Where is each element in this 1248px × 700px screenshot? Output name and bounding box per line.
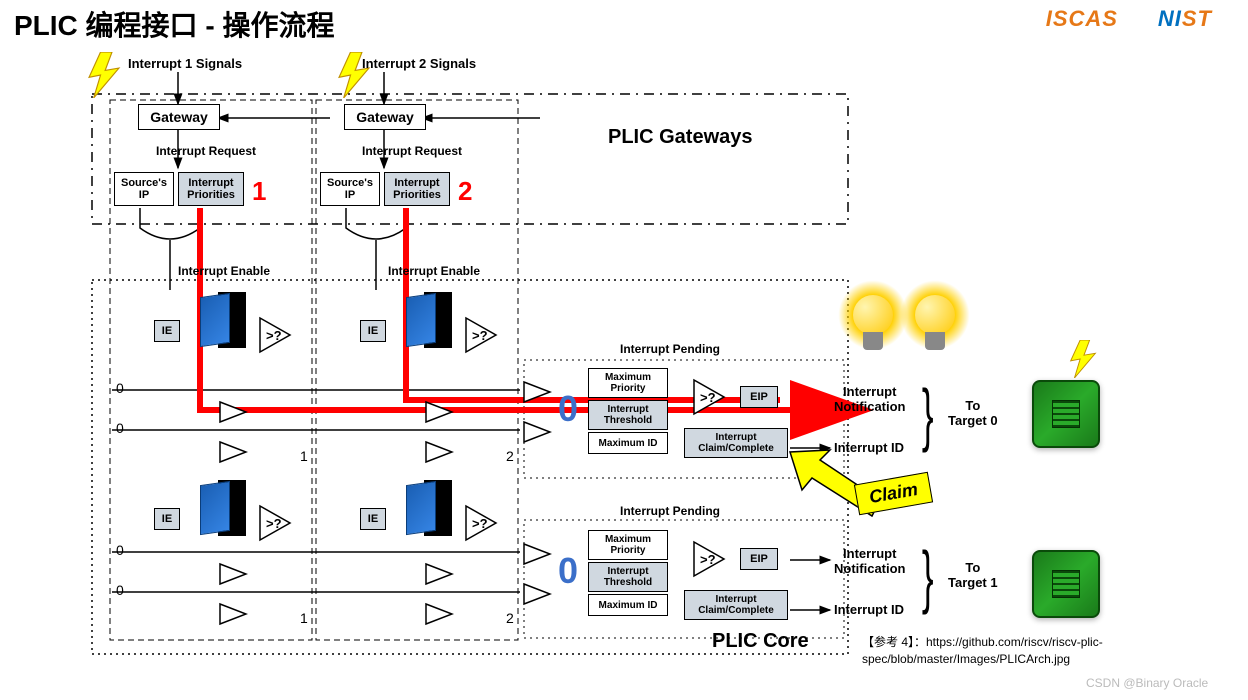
comparator-out-1: >? (692, 540, 726, 578)
bulb-icon (848, 290, 898, 360)
mux-icon (522, 580, 552, 610)
annotation-zero-1: 0 (558, 550, 578, 592)
annotation-2: 2 (458, 176, 472, 207)
mux-icon (218, 600, 248, 630)
ie-box-1a: IE (154, 320, 180, 342)
svg-text:>?: >? (700, 390, 716, 405)
svg-text:>?: >? (472, 516, 488, 531)
svg-text:>?: >? (472, 328, 488, 343)
label-int-enable-1: Interrupt Enable (178, 264, 270, 278)
mux-icon (522, 378, 552, 408)
label-to-target-1: To Target 1 (948, 560, 998, 590)
max-priority-0: Maximum Priority (588, 368, 668, 398)
door-icon (406, 480, 452, 536)
door-icon (406, 292, 452, 348)
gateway-1: Gateway (138, 104, 220, 130)
lightning-icon (86, 52, 122, 98)
ie-box-2b: IE (360, 508, 386, 530)
comparator-2a: >? (464, 316, 498, 354)
chip-icon (1032, 550, 1100, 618)
logo-nist-part2: ST (1182, 6, 1212, 31)
logo-nist-part1: NI (1158, 6, 1182, 31)
chip-icon (1032, 380, 1100, 448)
label-int-id-1: Interrupt ID (834, 602, 904, 617)
label-int-notification-1: Interrupt Notification (834, 546, 906, 576)
mux-icon (424, 600, 454, 630)
int-claim-1: Interrupt Claim/Complete (684, 590, 788, 620)
annotation-zero-0: 0 (558, 388, 578, 430)
logo-nist: NIST (1158, 6, 1212, 32)
int-claim-0: Interrupt Claim/Complete (684, 428, 788, 458)
section-label-gateways: PLIC Gateways (608, 126, 753, 149)
comparator-1b: >? (258, 504, 292, 542)
mux-icon (424, 560, 454, 590)
door-icon (200, 480, 246, 536)
max-id-0: Maximum ID (588, 432, 668, 454)
label-int-id-0: Interrupt ID (834, 440, 904, 455)
label-int-pending-0: Interrupt Pending (620, 342, 720, 356)
source-ip-2: Source's IP (320, 172, 380, 206)
mux-icon (424, 398, 454, 428)
label-to-target-0: To Target 0 (948, 398, 998, 428)
mux-icon (522, 540, 552, 570)
brace-icon: } (922, 374, 934, 454)
svg-text:>?: >? (266, 328, 282, 343)
eip-1: EIP (740, 548, 778, 570)
label-int2-signals: Interrupt 2 Signals (362, 56, 476, 71)
comparator-out-0: >? (692, 378, 726, 416)
eip-0: EIP (740, 386, 778, 408)
port-2: 2 (506, 610, 514, 626)
interrupt-priorities-2: Interrupt Priorities (384, 172, 450, 206)
port-0: 0 (116, 420, 124, 436)
brace-icon: } (922, 536, 934, 616)
page-title: PLIC 编程接口 - 操作流程 (14, 4, 334, 44)
label-int1-signals: Interrupt 1 Signals (128, 56, 242, 71)
mux-icon (218, 560, 248, 590)
port-2: 2 (506, 448, 514, 464)
annotation-claim: Claim (854, 472, 933, 516)
svg-text:>?: >? (700, 552, 716, 567)
reference-text: 【参考 4】：https://github.com/riscv/riscv-pl… (862, 634, 1222, 668)
watermark: CSDN @Binary Oracle (1086, 676, 1208, 690)
mux-icon (522, 418, 552, 448)
label-int-pending-1: Interrupt Pending (620, 504, 720, 518)
int-threshold-0: Interrupt Threshold (588, 400, 668, 430)
mux-icon (218, 438, 248, 468)
comparator-2b: >? (464, 504, 498, 542)
lightning-icon (1068, 340, 1098, 378)
annotation-1: 1 (252, 176, 266, 207)
bulb-icon (910, 290, 960, 360)
interrupt-priorities-1: Interrupt Priorities (178, 172, 244, 206)
label-int-enable-2: Interrupt Enable (388, 264, 480, 278)
section-label-core: PLIC Core (712, 630, 809, 653)
label-int-request-2: Interrupt Request (362, 144, 462, 158)
source-ip-1: Source's IP (114, 172, 174, 206)
ie-box-1b: IE (154, 508, 180, 530)
svg-text:>?: >? (266, 516, 282, 531)
port-1: 1 (300, 610, 308, 626)
comparator-1a: >? (258, 316, 292, 354)
door-icon (200, 292, 246, 348)
gateway-2: Gateway (344, 104, 426, 130)
port-1: 1 (300, 448, 308, 464)
max-id-1: Maximum ID (588, 594, 668, 616)
label-int-request-1: Interrupt Request (156, 144, 256, 158)
label-int-notification-0: Interrupt Notification (834, 384, 906, 414)
port-0: 0 (116, 542, 124, 558)
max-priority-1: Maximum Priority (588, 530, 668, 560)
port-0: 0 (116, 380, 124, 396)
int-threshold-1: Interrupt Threshold (588, 562, 668, 592)
ie-box-2a: IE (360, 320, 386, 342)
mux-icon (424, 438, 454, 468)
port-0: 0 (116, 582, 124, 598)
mux-icon (218, 398, 248, 428)
logo-iscas: ISCAS (1046, 6, 1118, 32)
